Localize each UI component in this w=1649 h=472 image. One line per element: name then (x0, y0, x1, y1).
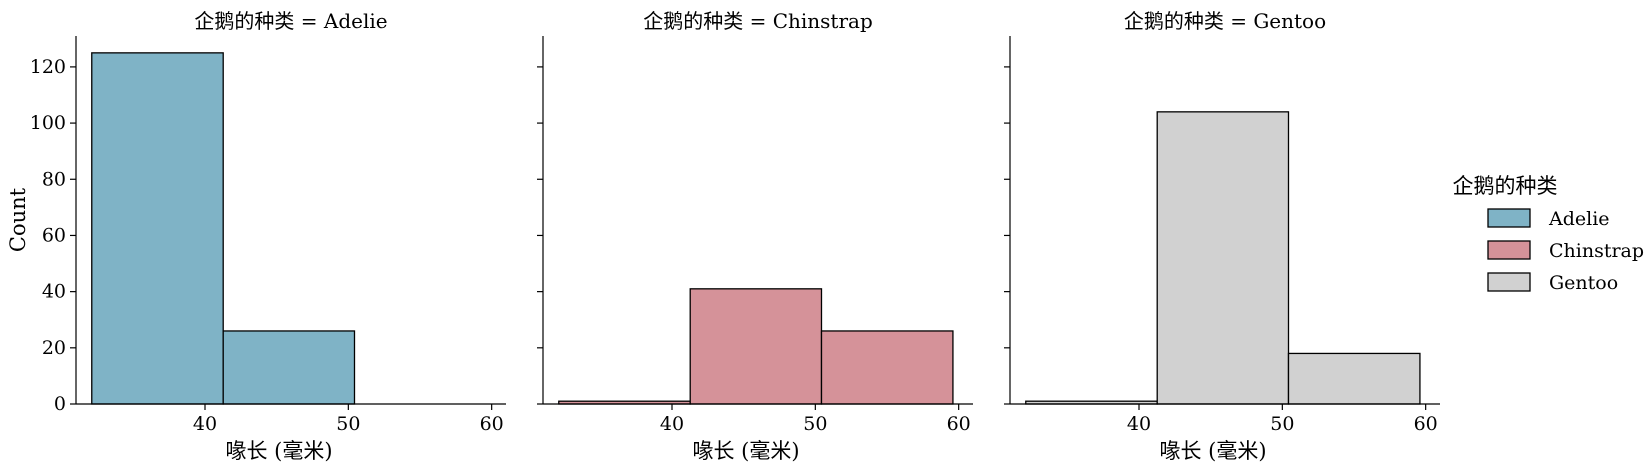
facet-title: 企鹅的种类 = Adelie (194, 9, 387, 33)
legend-label-chinstrap: Chinstrap (1549, 240, 1644, 262)
facet-title: 企鹅的种类 = Gentoo (1124, 9, 1326, 33)
legend-swatch-gentoo (1487, 272, 1531, 292)
y-axis-label: Count (6, 187, 30, 252)
facet-title: 企鹅的种类 = Chinstrap (643, 9, 873, 33)
legend-items: Adelie Chinstrap Gentoo (1487, 208, 1644, 294)
facet-panels: 企鹅的种类 = Adelie 0 20 40 60 80 100 120 40 50 60 喙长 (毫… (6, 9, 1440, 463)
x-tick-label: 60 (480, 413, 504, 435)
histogram-bar (1287, 352, 1421, 405)
legend: 企鹅的种类 Adelie Chinstrap Gentoo (1453, 174, 1645, 294)
y-tick-label: 0 (54, 393, 66, 415)
y-tick-label: 120 (30, 56, 66, 78)
x-tick-label: 40 (193, 413, 217, 435)
x-axis-label: 喙长 (毫米) (692, 439, 799, 463)
histogram-bar (222, 330, 356, 405)
facet-panel-gentoo: 企鹅的种类 = Gentoo 40 50 60 喙长 (毫米) (1004, 9, 1440, 463)
legend-label-gentoo: Gentoo (1549, 272, 1618, 294)
y-tick-label: 100 (30, 112, 66, 134)
x-tick-label: 60 (947, 413, 971, 435)
y-tick-label: 80 (42, 168, 66, 190)
x-tick-label: 60 (1414, 413, 1438, 435)
histogram-bar (1156, 111, 1290, 405)
y-tick-label: 40 (42, 281, 66, 303)
legend-label-adelie: Adelie (1548, 208, 1610, 230)
facet-panel-adelie: 企鹅的种类 = Adelie 0 20 40 60 80 100 120 40 50 60 喙长 (毫… (30, 9, 506, 463)
legend-swatch-adelie (1487, 208, 1531, 228)
y-tick-label: 20 (42, 337, 66, 359)
x-tick-label: 50 (1270, 413, 1294, 435)
histogram-bar (689, 288, 823, 405)
facet-panel-chinstrap: 企鹅的种类 = Chinstrap 40 50 60 喙长 (毫米) (537, 9, 973, 463)
x-tick-label: 40 (1127, 413, 1151, 435)
legend-title: 企鹅的种类 (1453, 174, 1558, 198)
x-axis-label: 喙长 (毫米) (225, 439, 332, 463)
histogram-bar (91, 52, 224, 405)
legend-swatch-chinstrap (1487, 240, 1531, 260)
histogram-bar (820, 330, 954, 405)
y-tick-label: 60 (42, 224, 66, 246)
x-tick-label: 50 (803, 413, 827, 435)
x-axis-label: 喙长 (毫米) (1159, 439, 1266, 463)
x-tick-label: 50 (336, 413, 360, 435)
x-tick-label: 40 (660, 413, 684, 435)
